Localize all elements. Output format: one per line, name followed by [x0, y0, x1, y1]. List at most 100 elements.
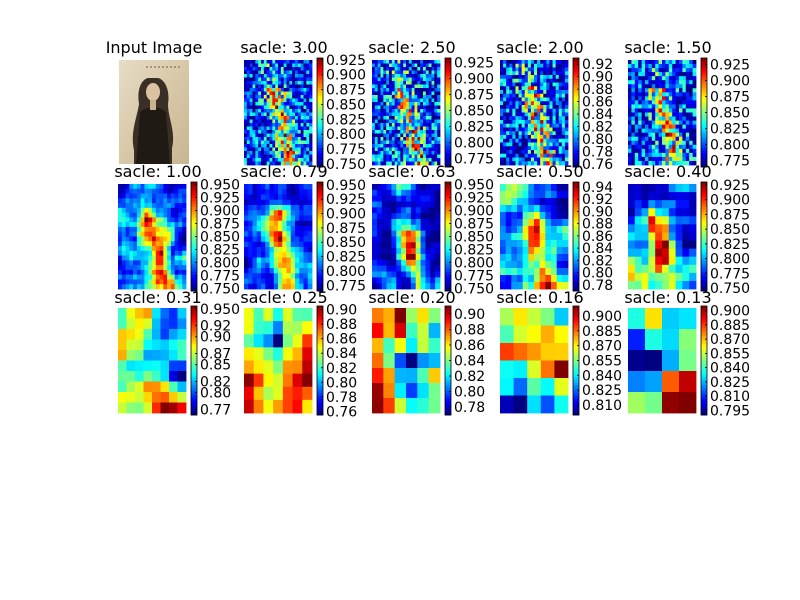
heatmap-cell — [309, 133, 313, 138]
heatmap-cell — [258, 119, 262, 124]
colorbar-segment — [573, 330, 579, 334]
heatmap-cell — [518, 71, 523, 76]
heatmap-cell — [163, 184, 168, 190]
heatmap-cell — [556, 254, 563, 262]
heatmap-cell — [135, 371, 144, 382]
heatmap-cell — [561, 135, 566, 140]
heatmap-cell — [278, 154, 282, 159]
heatmap-cell — [420, 265, 426, 272]
heatmap-cell — [655, 140, 659, 146]
heatmap-cell — [278, 98, 282, 103]
heatmap-cell — [394, 154, 398, 159]
heatmap-cell — [403, 109, 407, 113]
heatmap-cell — [437, 95, 441, 99]
colorbar-segment — [317, 371, 323, 375]
heatmap-cell — [415, 230, 421, 237]
heatmap-cell — [662, 264, 670, 274]
heatmap-cell — [509, 90, 513, 95]
colorbar-segment — [445, 192, 451, 197]
heatmap-cell — [651, 156, 656, 162]
heatmap-cell — [163, 207, 168, 214]
heatmap-cell — [265, 257, 270, 264]
heatmap-cell — [256, 184, 262, 190]
heatmap-cell — [155, 188, 160, 194]
heatmap-cell — [512, 127, 516, 132]
heatmap-cell — [386, 102, 390, 106]
heatmap-cell — [383, 154, 387, 159]
heatmap-panel-1: sacle: 3.000.9250.9000.8750.8500.8250.80… — [240, 38, 366, 173]
heatmap-cell — [400, 119, 404, 124]
heatmap-cell — [391, 116, 396, 120]
colorbar-segment — [701, 198, 707, 202]
heatmap-cell — [564, 116, 569, 121]
colorbar-segment — [317, 71, 323, 75]
heatmap-cell — [431, 112, 435, 117]
heatmap-cell — [628, 144, 632, 150]
heatmap-cell — [372, 254, 378, 261]
colorbar-segment — [573, 338, 579, 342]
heatmap-cell — [509, 131, 513, 136]
heatmap-cell — [374, 98, 379, 103]
heatmap-cell — [558, 142, 563, 147]
heatmap-cell — [518, 97, 523, 102]
heatmap-cell — [283, 116, 287, 120]
heatmap-cell — [272, 147, 276, 152]
heatmap-cell — [682, 156, 687, 162]
heatmap-cell — [540, 60, 544, 65]
heatmap-cell — [275, 74, 279, 78]
heatmap-cell — [155, 255, 160, 261]
heatmap-cell — [286, 144, 290, 148]
heatmap-cell — [297, 109, 302, 113]
colorbar-segment — [445, 306, 451, 310]
heatmap-panel-3: sacle: 2.000.920.900.880.860.840.820.800… — [496, 38, 613, 173]
heatmap-cell — [410, 271, 417, 278]
heatmap-cell — [546, 138, 550, 143]
colorbar-segment — [701, 109, 707, 113]
heatmap-cell — [411, 151, 415, 155]
heatmap-cell — [386, 133, 390, 138]
colorbar-segment — [445, 285, 451, 289]
heatmap-cell — [689, 80, 693, 85]
heatmap-cell — [500, 153, 504, 158]
heatmap-cell — [517, 212, 524, 220]
heatmap-cell — [431, 133, 435, 138]
heatmap-cell — [518, 90, 523, 95]
heatmap-cell — [182, 203, 187, 209]
heatmap-cell — [540, 146, 544, 151]
heatmap-cell — [648, 280, 656, 290]
colorbar-segment — [191, 222, 197, 227]
heatmap-cell — [556, 268, 563, 276]
heatmap-cell — [403, 154, 407, 159]
heatmap-cell — [689, 72, 693, 77]
heatmap-cell — [263, 347, 274, 361]
colorbar-segment — [445, 277, 451, 281]
heatmap-cell — [372, 383, 384, 399]
heatmap-cell — [689, 76, 693, 81]
heatmap-cell — [665, 120, 670, 126]
heatmap-cell — [414, 140, 418, 145]
heatmap-cell — [530, 112, 535, 117]
colorbar-tick-label: 0.840 — [710, 361, 750, 377]
heatmap-cell — [564, 138, 569, 143]
heatmap-cell — [159, 236, 164, 242]
heatmap-cell — [397, 88, 401, 92]
heatmap-cell — [675, 140, 680, 146]
heatmap-cell — [289, 63, 293, 68]
colorbar-segment — [191, 184, 197, 188]
heatmap-cell — [286, 147, 290, 152]
colorbar-segment — [573, 233, 579, 237]
heatmap-cell — [118, 279, 123, 285]
heatmap-cell — [425, 189, 431, 197]
heatmap-cell — [662, 350, 680, 372]
heatmap-cell — [297, 98, 302, 103]
heatmap-cell — [437, 140, 441, 145]
heatmap-cell — [283, 137, 287, 141]
heatmap-cell — [414, 88, 418, 92]
heatmap-cell — [286, 247, 292, 253]
heatmap-cell — [549, 116, 553, 121]
colorbar-segment — [191, 182, 197, 186]
heatmap-cell — [394, 81, 398, 85]
heatmap-cell — [562, 247, 569, 255]
heatmap-cell — [534, 108, 538, 113]
heatmap-cell — [290, 184, 296, 190]
